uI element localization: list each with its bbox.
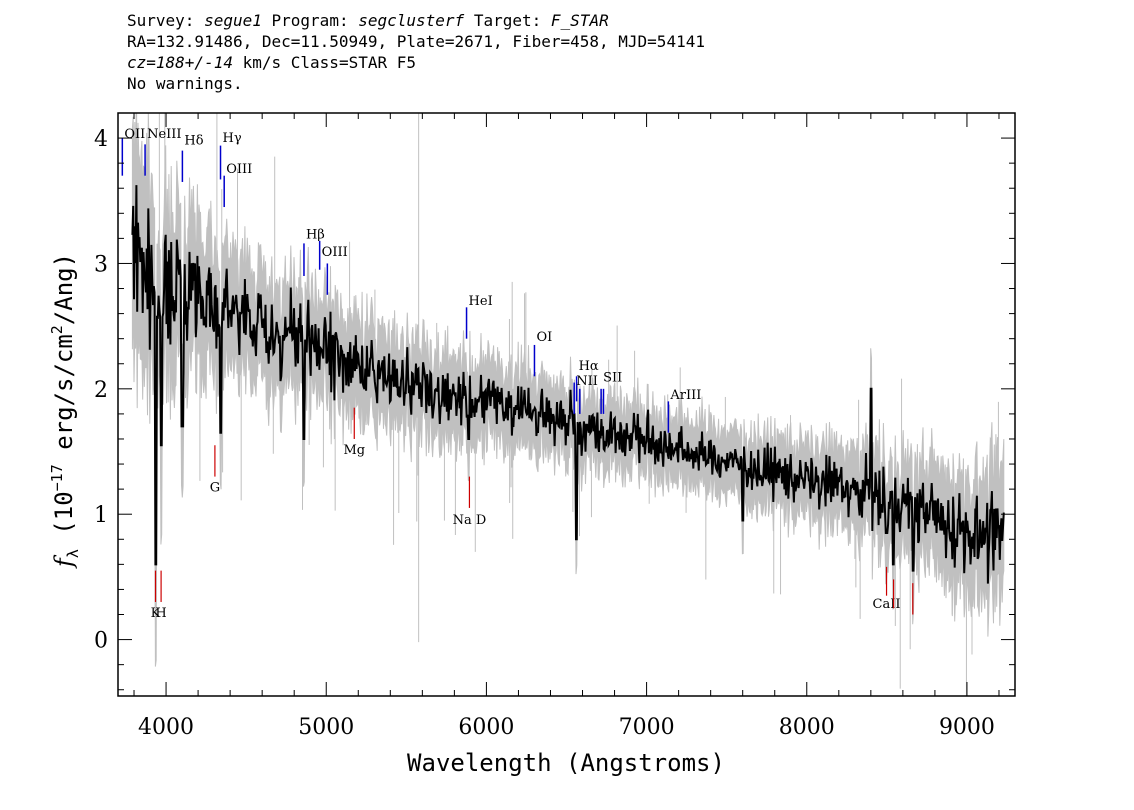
header-line-1: Survey: segue1 Program: segclusterf Targ… [127, 10, 705, 31]
warnings-line: No warnings. [127, 74, 243, 93]
program-value: segclusterf [358, 11, 465, 30]
header-line-3: cz=188+/-14 km/s Class=STAR F5 [127, 52, 705, 73]
emission-line-label-10: NII [576, 374, 598, 389]
x-tick-label-5000: 5000 [298, 715, 354, 740]
spectrum-header: Survey: segue1 Program: segclusterf Targ… [127, 10, 705, 94]
program-label: Program: [271, 11, 349, 30]
flux-series-line [131, 185, 1005, 584]
emission-line-label-9: OI [536, 330, 552, 345]
y-tick-label-1: 1 [94, 503, 108, 528]
x-axis-title: Wavelength (Angstroms) [407, 749, 725, 777]
x-tick-label-7000: 7000 [619, 715, 675, 740]
emission-line-label-4: OIII [226, 162, 252, 177]
y-axis-title-exp1: −17 [48, 464, 66, 491]
absorption-line-label-4: Na D [453, 513, 487, 528]
target-value: F_STAR [550, 11, 609, 30]
redshift-value: cz=188+/-14 [127, 53, 233, 72]
axis-ticks [118, 113, 1015, 696]
y-tick-label-2: 2 [94, 378, 108, 403]
y-axis-title-open: (10 [50, 491, 78, 549]
svg-text:fλ (10−17 erg/s/cm2/Ang): fλ (10−17 erg/s/cm2/Ang) [48, 253, 82, 569]
survey-value: segue1 [204, 11, 262, 30]
y-axis-title-mid: erg/s/cm [50, 334, 78, 464]
y-tick-label-3: 3 [94, 252, 108, 277]
absorption-line-label-1: H [155, 606, 166, 621]
emission-line-label-15: ArIII [669, 388, 701, 403]
emission-line-label-11: Hα [579, 359, 599, 374]
target-label: Target: [473, 11, 542, 30]
redshift-units-class: km/s Class=STAR F5 [242, 53, 416, 72]
absorption-line-label-2: G [210, 481, 220, 496]
emission-line-label-1: NeIII [147, 127, 181, 142]
x-tick-label-8000: 8000 [779, 715, 835, 740]
survey-label: Survey: [127, 11, 195, 30]
plot-frame [117, 112, 1016, 697]
emission-line-label-0: OII [124, 127, 145, 142]
absorption-line-markers: KH G Mg Na D CaII [151, 407, 914, 621]
y-axis-title: fλ (10−17 erg/s/cm2/Ang) [48, 253, 82, 569]
emission-line-label-5: Hβ [306, 227, 325, 242]
emission-line-label-6: OIII [322, 245, 348, 260]
emission-line-label-8: HeI [469, 294, 493, 309]
emission-line-label-2: Hδ [184, 133, 203, 148]
emission-line-label-3: Hγ [223, 131, 242, 146]
y-tick-label-4: 4 [94, 127, 108, 152]
flux-error-band [131, 113, 1005, 667]
y-tick-labels: 0 1 2 3 4 [94, 127, 108, 654]
y-tick-label-0: 0 [94, 629, 108, 654]
x-tick-label-6000: 6000 [458, 715, 514, 740]
x-tick-label-4000: 4000 [138, 715, 194, 740]
absorption-line-label-5: CaII [873, 597, 901, 612]
y-axis-title-exp2: 2 [48, 325, 66, 334]
x-tick-labels: 4000 5000 6000 7000 8000 9000 [138, 715, 995, 740]
absorption-line-label-3: Mg [343, 443, 365, 458]
absorption-line-label-0: K [151, 606, 161, 621]
emission-line-label-13: SII [603, 370, 622, 385]
header-line-2: RA=132.91486, Dec=11.50949, Plate=2671, … [127, 32, 705, 51]
x-tick-label-9000: 9000 [939, 715, 995, 740]
y-axis-title-close: /Ang) [50, 253, 78, 325]
y-axis-title-lambda: λ [64, 549, 82, 558]
